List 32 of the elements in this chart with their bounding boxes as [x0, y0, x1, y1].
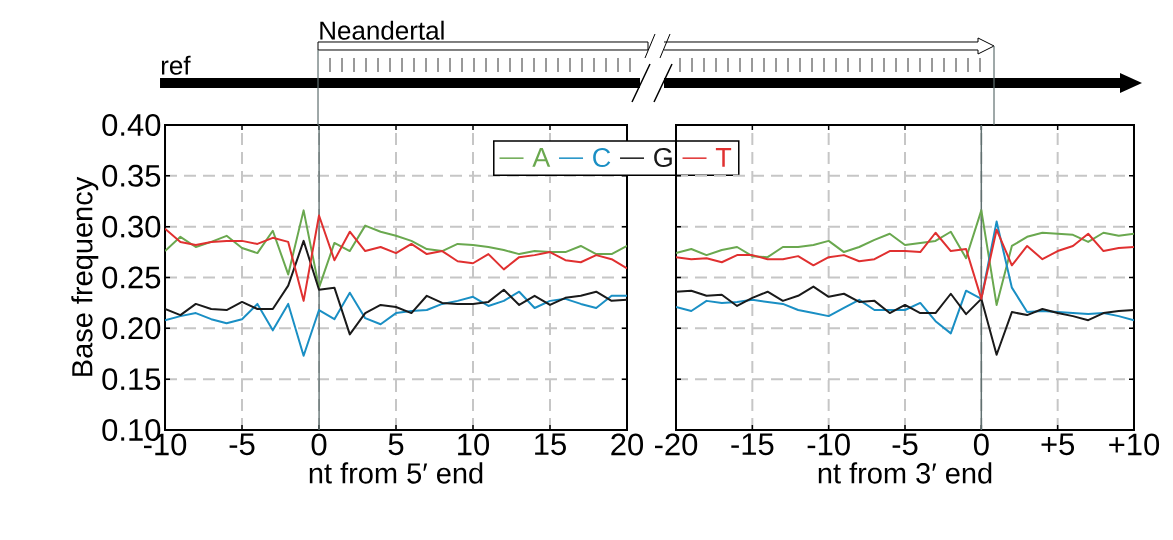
- x-tick-label: +5: [1041, 433, 1075, 456]
- y-tick-label: 0.30: [102, 215, 161, 238]
- x-tick-label: -10: [807, 433, 850, 456]
- x-tick-label: -5: [229, 433, 255, 456]
- y-tick-label: 0.40: [102, 114, 161, 136]
- x-tick-label: -15: [731, 433, 774, 456]
- line-series: [165, 214, 627, 302]
- line-series: [165, 239, 627, 336]
- x-tick-label: 10: [458, 433, 490, 456]
- line-series: [165, 290, 627, 357]
- legend-label: A: [532, 148, 551, 167]
- x-tick-label: 0: [973, 433, 989, 456]
- text: Neandertal: [320, 20, 444, 40]
- legend-label: G: [654, 147, 672, 168]
- y-tick-label: 0.15: [102, 368, 161, 391]
- x-tick-label: +10: [1109, 433, 1160, 456]
- x-tick-label: 15: [535, 433, 566, 456]
- x-tick-label: -20: [654, 433, 698, 456]
- y-tick-label: 0.20: [102, 317, 161, 340]
- x-tick-label: 0: [311, 433, 327, 456]
- y-axis-title: Base frequency: [71, 176, 99, 376]
- legend-label: T: [715, 148, 732, 167]
- x-axis-title: nt from 3′ end: [818, 462, 992, 484]
- text: ref: [161, 55, 191, 75]
- y-tick-label: 0.25: [102, 266, 161, 289]
- x-tick-label: 20: [611, 433, 644, 456]
- x-axis-title: nt from 5′ end: [309, 462, 483, 484]
- x-tick-label: 5: [388, 433, 404, 456]
- x-tick-label: -5: [892, 433, 918, 456]
- line-series: [165, 209, 627, 289]
- legend-label: C: [593, 147, 611, 168]
- y-tick-label: 0.35: [102, 164, 161, 187]
